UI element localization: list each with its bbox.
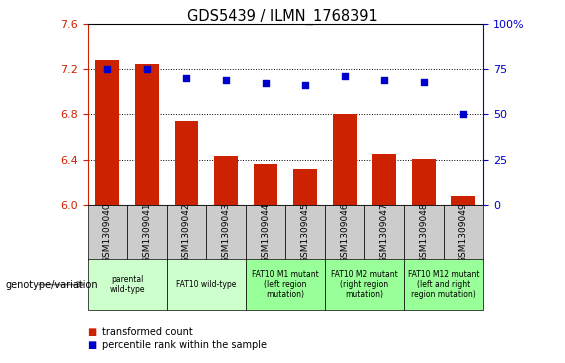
Point — [142, 66, 151, 72]
Bar — [372, 154, 396, 205]
Text: GSM1309046: GSM1309046 — [340, 202, 349, 263]
Bar — [95, 60, 119, 205]
Text: GSM1309048: GSM1309048 — [419, 202, 428, 263]
Bar — [127, 205, 167, 260]
Text: genotype/variation: genotype/variation — [6, 280, 98, 290]
Text: GSM1309042: GSM1309042 — [182, 202, 191, 262]
Point — [380, 77, 389, 83]
Text: ■: ■ — [88, 340, 97, 350]
Text: GSM1309045: GSM1309045 — [301, 202, 310, 263]
Bar — [325, 259, 404, 310]
Bar — [206, 205, 246, 260]
Point — [221, 77, 231, 83]
Bar — [451, 196, 475, 205]
Bar — [444, 205, 483, 260]
Bar — [175, 121, 198, 205]
Point — [261, 81, 270, 86]
Text: GSM1309041: GSM1309041 — [142, 202, 151, 263]
Text: GSM1309047: GSM1309047 — [380, 202, 389, 263]
Bar — [246, 259, 325, 310]
Text: FAT10 M1 mutant
(left region
mutation): FAT10 M1 mutant (left region mutation) — [252, 270, 319, 299]
Bar — [167, 259, 246, 310]
Text: transformed count: transformed count — [102, 327, 193, 337]
Text: percentile rank within the sample: percentile rank within the sample — [102, 340, 267, 350]
Bar — [364, 205, 404, 260]
Bar — [333, 114, 357, 205]
Point — [419, 79, 428, 85]
Bar — [167, 205, 206, 260]
Bar — [135, 64, 159, 205]
Text: FAT10 wild-type: FAT10 wild-type — [176, 280, 236, 289]
Point — [301, 82, 310, 88]
Bar — [404, 259, 483, 310]
Bar — [325, 205, 364, 260]
Text: parental
wild-type: parental wild-type — [110, 275, 145, 294]
Point — [459, 111, 468, 117]
Text: ■: ■ — [88, 327, 97, 337]
Text: GSM1309043: GSM1309043 — [221, 202, 231, 263]
Bar — [88, 259, 167, 310]
Bar — [246, 205, 285, 260]
Bar — [285, 205, 325, 260]
Bar — [412, 159, 436, 205]
Point — [103, 66, 112, 72]
Bar — [293, 169, 317, 205]
Bar — [214, 156, 238, 205]
Text: GSM1309044: GSM1309044 — [261, 202, 270, 262]
Point — [182, 75, 191, 81]
Text: GSM1309049: GSM1309049 — [459, 202, 468, 263]
Bar — [254, 164, 277, 205]
Bar — [404, 205, 444, 260]
Text: GDS5439 / ILMN_1768391: GDS5439 / ILMN_1768391 — [187, 9, 378, 25]
Bar — [88, 205, 127, 260]
Text: FAT10 M12 mutant
(left and right
region mutation): FAT10 M12 mutant (left and right region … — [408, 270, 479, 299]
Point — [340, 73, 349, 79]
Text: GSM1309040: GSM1309040 — [103, 202, 112, 263]
Text: FAT10 M2 mutant
(right region
mutation): FAT10 M2 mutant (right region mutation) — [331, 270, 398, 299]
